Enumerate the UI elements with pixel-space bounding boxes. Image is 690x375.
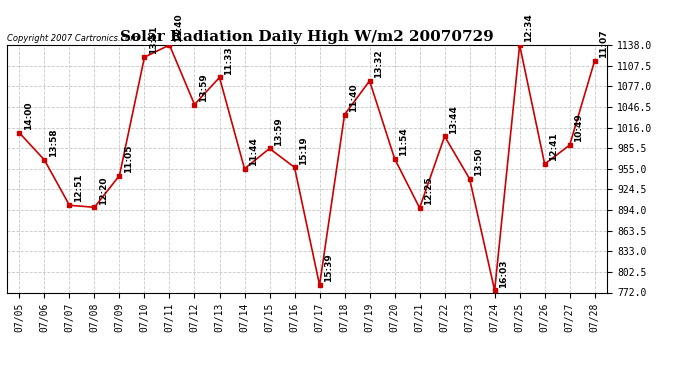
Text: 11:44: 11:44: [248, 137, 257, 166]
Text: 11:40: 11:40: [348, 83, 357, 112]
Text: 13:51: 13:51: [148, 26, 157, 54]
Text: 15:19: 15:19: [299, 136, 308, 165]
Text: 11:33: 11:33: [224, 46, 233, 75]
Text: 12:25: 12:25: [424, 177, 433, 205]
Text: 13:59: 13:59: [274, 117, 283, 146]
Text: 12:34: 12:34: [524, 13, 533, 42]
Text: 11:54: 11:54: [399, 127, 408, 156]
Text: 12:51: 12:51: [74, 174, 83, 202]
Text: 13:44: 13:44: [448, 105, 457, 134]
Text: 13:40: 13:40: [174, 13, 183, 42]
Text: 13:59: 13:59: [199, 73, 208, 102]
Text: 12:41: 12:41: [549, 132, 558, 161]
Text: 13:50: 13:50: [474, 148, 483, 176]
Text: Copyright 2007 Cartronics.com: Copyright 2007 Cartronics.com: [7, 33, 138, 42]
Text: 11:05: 11:05: [124, 144, 132, 173]
Title: Solar Radiation Daily High W/m2 20070729: Solar Radiation Daily High W/m2 20070729: [120, 30, 494, 44]
Text: 13:32: 13:32: [374, 50, 383, 78]
Text: 10:49: 10:49: [574, 114, 583, 142]
Text: 15:39: 15:39: [324, 254, 333, 282]
Text: 13:58: 13:58: [48, 129, 57, 157]
Text: 11:07: 11:07: [599, 29, 608, 58]
Text: 16:03: 16:03: [499, 259, 508, 288]
Text: 14:00: 14:00: [23, 102, 32, 130]
Text: 12:20: 12:20: [99, 176, 108, 204]
